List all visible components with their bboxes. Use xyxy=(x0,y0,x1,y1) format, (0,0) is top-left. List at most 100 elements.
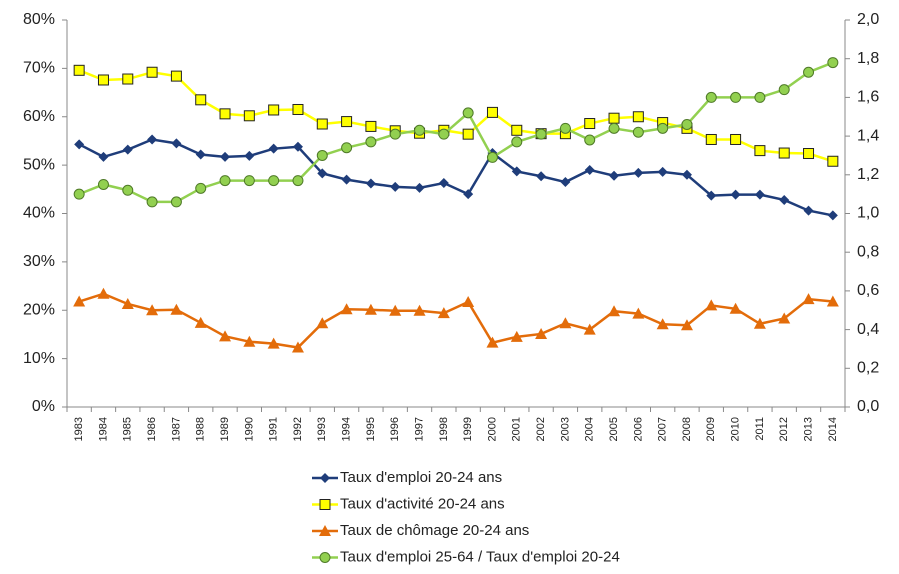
point xyxy=(559,122,571,134)
point xyxy=(729,302,742,314)
point xyxy=(463,189,474,200)
x-tick-label: 1994 xyxy=(341,417,353,441)
point xyxy=(608,122,620,134)
legend-label: Taux d'activité 20-24 ans xyxy=(340,495,505,512)
point xyxy=(633,167,644,178)
y2-tick-label: 2,0 xyxy=(857,11,879,28)
point xyxy=(122,184,134,196)
point xyxy=(680,319,693,331)
point xyxy=(170,303,183,315)
point xyxy=(121,297,134,309)
point xyxy=(462,296,475,308)
point xyxy=(802,293,815,305)
point xyxy=(292,141,303,152)
point xyxy=(656,318,669,330)
point xyxy=(437,307,450,319)
point xyxy=(194,316,207,328)
point xyxy=(413,304,426,316)
y-tick-label: 40% xyxy=(23,205,55,222)
point xyxy=(535,327,548,339)
point xyxy=(389,128,401,140)
point xyxy=(778,147,790,159)
point xyxy=(559,317,572,329)
x-tick-label: 1996 xyxy=(389,417,401,441)
x-tick-label: 2009 xyxy=(705,417,717,441)
point xyxy=(706,190,717,201)
point xyxy=(219,108,231,120)
point xyxy=(98,151,109,162)
point xyxy=(462,128,474,140)
legend-label: Taux de chômage 20-24 ans xyxy=(340,522,529,539)
point xyxy=(267,337,280,349)
point xyxy=(803,148,815,160)
point xyxy=(219,330,232,342)
point xyxy=(243,175,255,187)
point xyxy=(511,136,523,148)
x-tick-label: 1983 xyxy=(73,417,85,441)
point xyxy=(584,164,595,175)
y2-tick-label: 0,6 xyxy=(857,282,879,299)
series-line xyxy=(78,292,833,349)
x-tick-label: 2012 xyxy=(778,417,790,441)
point xyxy=(730,91,742,103)
y2-tick-label: 1,8 xyxy=(857,50,879,67)
x-tick-label: 1999 xyxy=(462,417,474,441)
x-tick-label: 2008 xyxy=(681,417,693,441)
point xyxy=(511,166,522,177)
point xyxy=(510,330,523,342)
point xyxy=(535,128,547,140)
legend-marker xyxy=(319,525,331,536)
x-tick-label: 1993 xyxy=(316,417,328,441)
y-tick-label: 20% xyxy=(23,301,55,318)
point xyxy=(316,317,329,329)
point xyxy=(438,178,449,189)
point xyxy=(268,175,280,187)
point xyxy=(390,181,401,192)
point xyxy=(803,66,815,78)
point xyxy=(389,304,402,316)
point xyxy=(705,133,717,145)
point xyxy=(657,166,668,177)
point xyxy=(316,149,328,161)
point xyxy=(462,107,474,119)
point xyxy=(584,134,596,146)
point xyxy=(341,116,353,128)
y2-tick-label: 0,0 xyxy=(857,398,879,415)
x-tick-label: 1991 xyxy=(268,417,280,441)
point xyxy=(364,303,377,315)
point xyxy=(195,149,206,160)
point xyxy=(316,118,328,130)
series-line xyxy=(78,69,834,163)
point xyxy=(608,112,620,124)
point xyxy=(268,104,280,116)
x-tick-label: 2010 xyxy=(730,417,742,441)
x-tick-label: 1998 xyxy=(438,417,450,441)
x-tick-label: 1984 xyxy=(97,417,109,441)
y2-tick-label: 1,2 xyxy=(857,166,879,183)
x-tick-label: 1989 xyxy=(219,417,231,441)
x-tick-label: 2007 xyxy=(657,417,669,441)
x-tick-label: 2002 xyxy=(535,417,547,441)
point xyxy=(827,155,839,167)
point xyxy=(73,64,85,76)
point xyxy=(244,150,255,161)
y-tick-label: 80% xyxy=(23,11,55,28)
x-tick-label: 1987 xyxy=(170,417,182,441)
y2-tick-label: 1,4 xyxy=(857,127,879,144)
point xyxy=(511,124,523,136)
y2-tick-label: 1,6 xyxy=(857,89,879,106)
x-tick-label: 2005 xyxy=(608,417,620,441)
point xyxy=(778,84,790,96)
point xyxy=(340,303,353,315)
point xyxy=(73,295,86,307)
point xyxy=(268,143,279,154)
point xyxy=(170,196,182,208)
point xyxy=(73,188,85,200)
point xyxy=(74,139,85,150)
x-tick-label: 1985 xyxy=(122,417,134,441)
point xyxy=(754,91,766,103)
point xyxy=(292,103,304,115)
point xyxy=(826,295,839,307)
point xyxy=(341,174,352,185)
point xyxy=(365,178,376,189)
